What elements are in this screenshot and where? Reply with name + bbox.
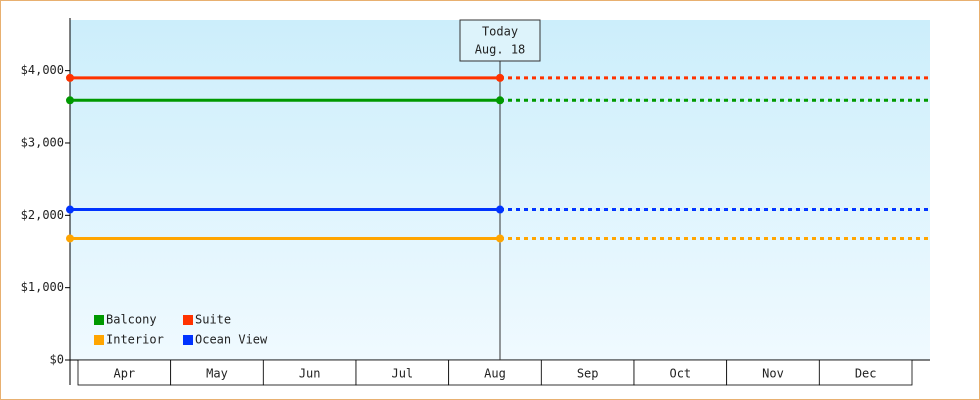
legend-label: Ocean View <box>195 333 268 347</box>
point <box>496 73 504 82</box>
point <box>496 96 504 105</box>
y-tick-label: $1,000 <box>21 280 64 294</box>
legend-label: Interior <box>106 333 164 347</box>
point <box>66 73 74 82</box>
x-tick-label: Nov <box>762 367 784 381</box>
month-box <box>448 359 542 386</box>
month-box <box>355 359 450 386</box>
x-tick-label: Dec <box>855 367 877 381</box>
month-box <box>540 359 635 386</box>
x-tick-label: Jun <box>299 367 321 381</box>
annotation-date: Aug. 18 <box>475 43 526 57</box>
y-tick-label: $3,000 <box>21 135 64 149</box>
month-box <box>262 359 357 386</box>
month-box <box>170 359 264 386</box>
annotation-box <box>459 19 541 62</box>
y-tick-label: $2,000 <box>21 208 64 222</box>
x-tick-label: Sep <box>577 367 599 381</box>
legend-label: Suite <box>195 313 231 327</box>
x-tick-label: Oct <box>669 367 691 381</box>
x-tick-label: Apr <box>113 367 135 381</box>
point <box>496 234 504 243</box>
point <box>66 96 74 105</box>
y-tick-label: $0 <box>50 353 64 367</box>
x-tick-label: Aug <box>484 367 506 381</box>
month-box <box>726 359 820 386</box>
month-box <box>77 359 172 386</box>
month-box <box>633 359 728 386</box>
legend-swatch <box>94 315 104 325</box>
x-tick-label: Jul <box>391 367 413 381</box>
legend-swatch <box>183 335 193 345</box>
legend-swatch <box>183 315 193 325</box>
legend-label: Balcony <box>106 313 157 327</box>
legend-swatch <box>94 335 104 345</box>
month-box <box>818 359 913 386</box>
annotation-title: Today <box>482 25 518 39</box>
point <box>496 205 504 214</box>
point <box>66 234 74 243</box>
x-tick-label: May <box>206 367 228 381</box>
point <box>66 205 74 214</box>
y-tick-label: $4,000 <box>21 63 64 77</box>
